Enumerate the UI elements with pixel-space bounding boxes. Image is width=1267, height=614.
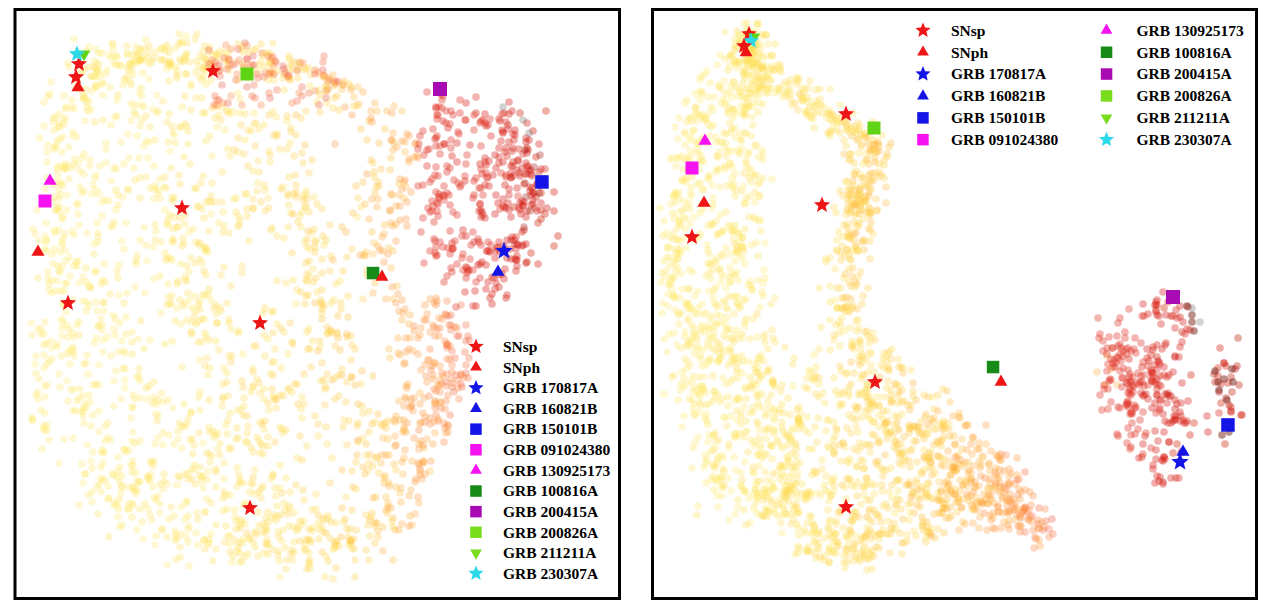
svg-text:GRB 230307A: GRB 230307A	[1137, 131, 1233, 148]
svg-text:GRB 200415A: GRB 200415A	[503, 503, 599, 520]
svg-text:GRB 091024380: GRB 091024380	[951, 131, 1058, 148]
svg-text:GRB 170817A: GRB 170817A	[951, 65, 1047, 82]
svg-text:GRB 150101B: GRB 150101B	[503, 420, 597, 437]
svg-text:GRB 130925173: GRB 130925173	[1137, 22, 1244, 39]
svg-text:GRB 160821B: GRB 160821B	[503, 400, 597, 417]
svg-text:SNph: SNph	[951, 44, 988, 61]
svg-text:GRB 170817A: GRB 170817A	[503, 379, 599, 396]
svg-text:GRB 200826A: GRB 200826A	[1137, 87, 1233, 104]
svg-text:SNph: SNph	[503, 359, 540, 376]
svg-text:GRB 230307A: GRB 230307A	[503, 565, 599, 582]
svg-text:GRB 130925173: GRB 130925173	[503, 462, 610, 479]
svg-text:GRB 211211A: GRB 211211A	[503, 544, 597, 561]
svg-text:GRB 100816A: GRB 100816A	[503, 482, 599, 499]
svg-text:GRB 150101B: GRB 150101B	[951, 109, 1045, 126]
svg-text:GRB 100816A: GRB 100816A	[1137, 44, 1233, 61]
svg-text:GRB 160821B: GRB 160821B	[951, 87, 1045, 104]
svg-text:GRB 200826A: GRB 200826A	[503, 524, 599, 541]
svg-text:GRB 200415A: GRB 200415A	[1137, 65, 1233, 82]
svg-text:SNsp: SNsp	[951, 22, 985, 39]
svg-text:SNsp: SNsp	[503, 338, 537, 355]
svg-text:GRB 211211A: GRB 211211A	[1137, 109, 1231, 126]
svg-text:GRB 091024380: GRB 091024380	[503, 441, 610, 458]
